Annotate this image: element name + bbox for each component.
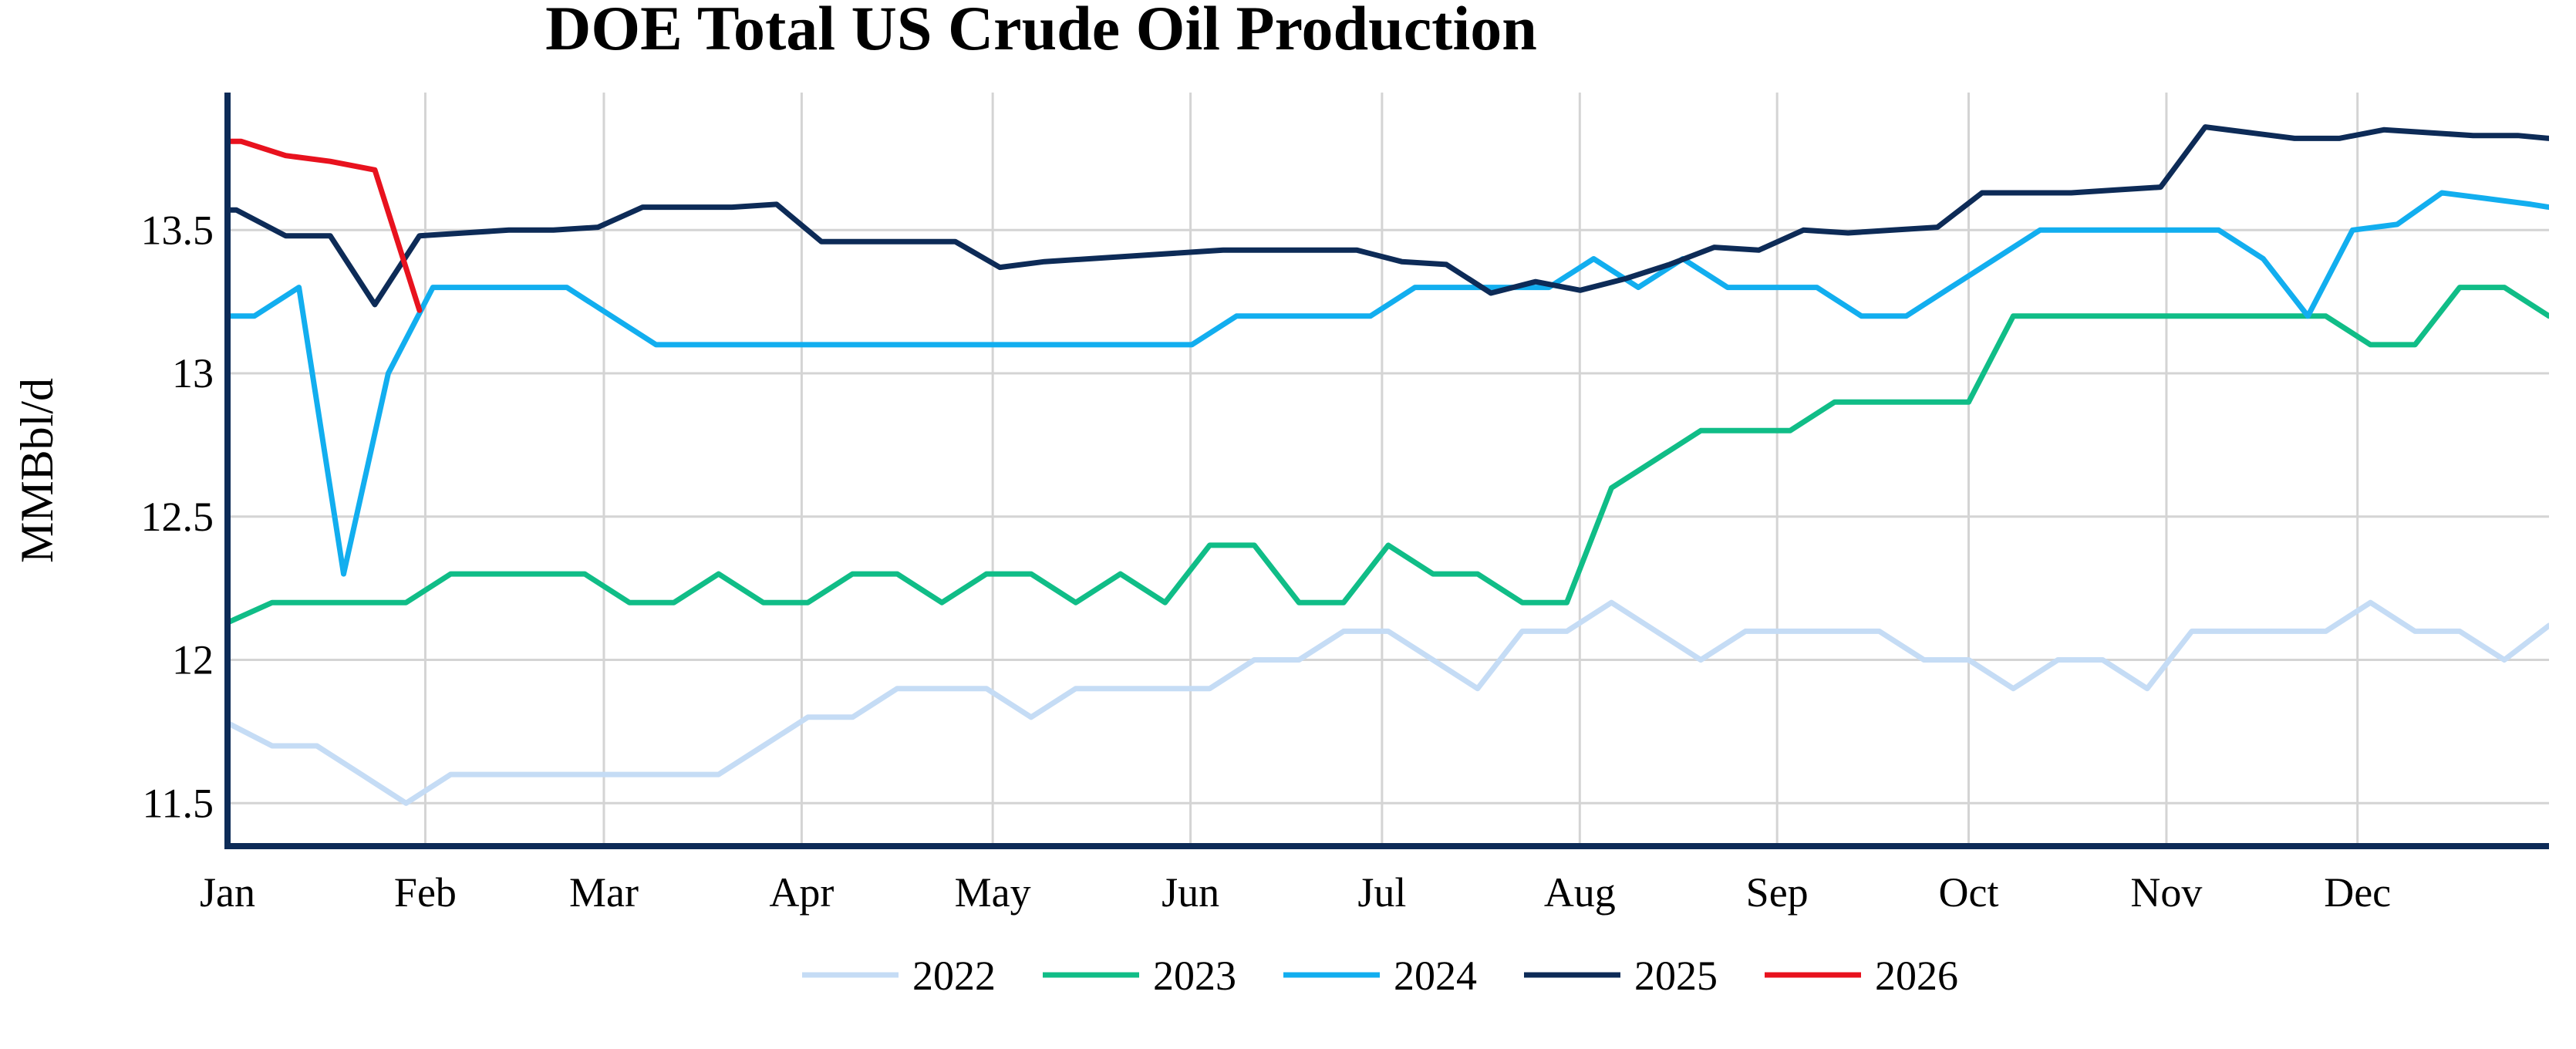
legend-label-2024: 2024: [1394, 953, 1477, 999]
x-tick-label: Dec: [2324, 869, 2391, 916]
x-tick-label: Apr: [769, 869, 834, 916]
series-lines: [228, 124, 2549, 806]
x-tick-label: May: [955, 869, 1031, 916]
x-tick-label: Jun: [1162, 869, 1219, 916]
y-axis-ticks: 11.5 12 12.5 13 13.5: [141, 207, 214, 826]
legend-label-2025: 2025: [1634, 953, 1718, 999]
chart-title: DOE Total US Crude Oil Production: [545, 0, 1537, 63]
series-line-2023: [228, 285, 2549, 626]
y-tick-label: 12: [172, 637, 214, 683]
series-line-2024: [228, 190, 2549, 577]
axes: [224, 93, 2549, 849]
grid: [228, 93, 2549, 846]
x-tick-label: Nov: [2130, 869, 2202, 916]
legend: 2022 2023 2024 2025 2026: [802, 953, 1958, 999]
x-tick-label: Sep: [1746, 869, 1809, 916]
y-axis-label: MMBbl/d: [12, 378, 62, 563]
x-axis-ticks: Jan Feb Mar Apr May Jun Jul Aug Sep Oct Nov Dec: [200, 869, 2391, 916]
series-line-2022: [228, 599, 2549, 806]
legend-label-2023: 2023: [1153, 953, 1236, 999]
y-tick-label: 11.5: [143, 780, 214, 826]
series-line-2025: [228, 124, 2549, 308]
series-line-2026: [228, 138, 423, 313]
y-tick-label: 13.5: [141, 207, 214, 253]
x-tick-label: Jul: [1357, 869, 1406, 916]
y-tick-label: 12.5: [141, 494, 214, 540]
y-tick-label: 13: [172, 350, 214, 396]
x-tick-label: Aug: [1544, 869, 1616, 916]
legend-label-2022: 2022: [912, 953, 996, 999]
legend-label-2026: 2026: [1875, 953, 1958, 999]
x-tick-label: Oct: [1939, 869, 1999, 916]
x-tick-label: Jan: [200, 869, 255, 916]
x-tick-label: Feb: [394, 869, 457, 916]
x-tick-label: Mar: [569, 869, 639, 916]
